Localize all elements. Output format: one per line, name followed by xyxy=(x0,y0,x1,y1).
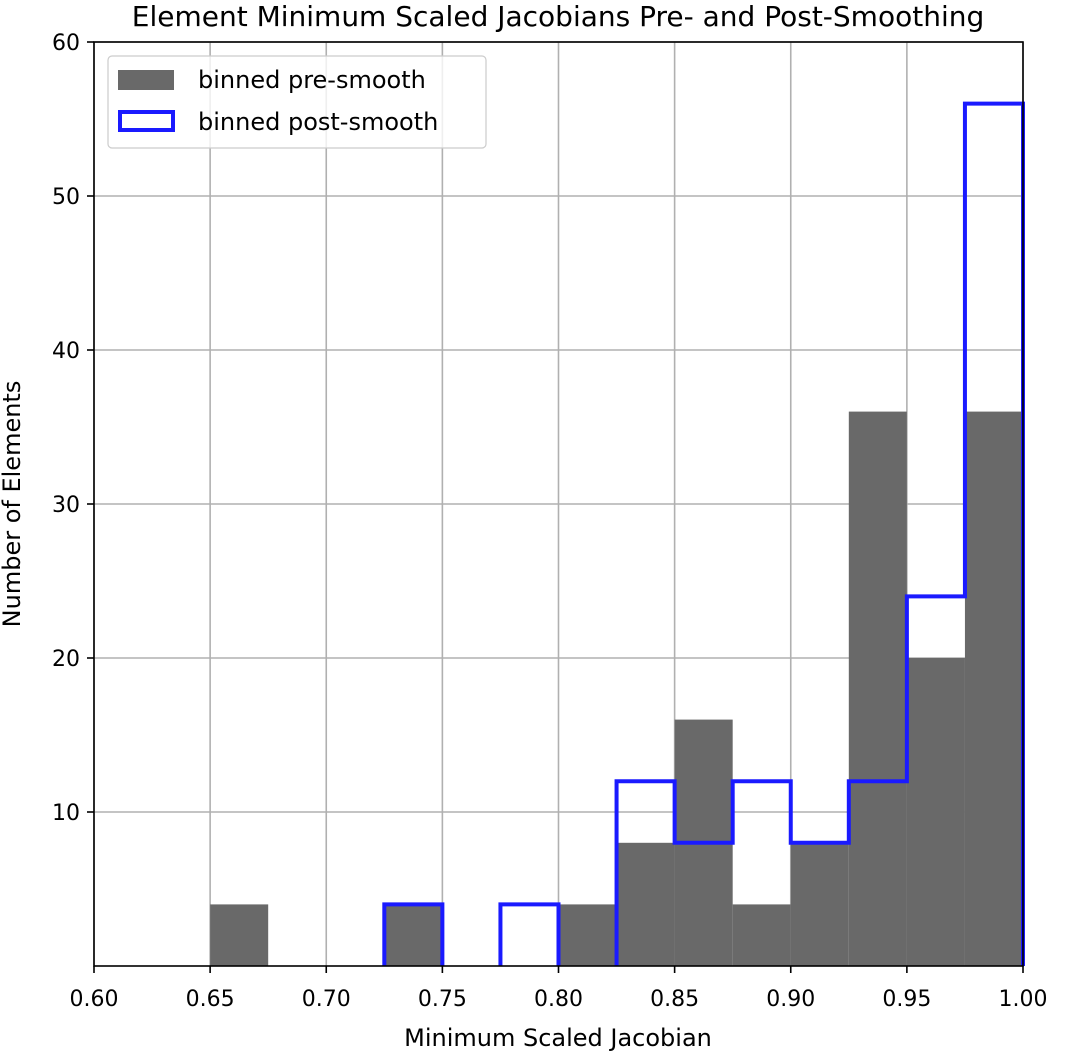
y-tick-label: 60 xyxy=(52,31,80,56)
pre-smooth-bar xyxy=(790,842,849,966)
x-tick-label: 0.70 xyxy=(302,987,351,1012)
x-axis-label: Minimum Scaled Jacobian xyxy=(404,1024,712,1052)
post-smooth-series xyxy=(382,101,1025,966)
legend-label-pre-smooth: binned pre-smooth xyxy=(198,66,426,94)
chart-title: Element Minimum Scaled Jacobians Pre- an… xyxy=(132,0,985,33)
legend: binned pre-smooth binned post-smooth xyxy=(107,55,487,149)
pre-smooth-bar xyxy=(558,904,617,966)
post-smooth-step xyxy=(498,902,561,966)
y-tick-label: 50 xyxy=(52,185,80,210)
x-tick-label: 0.75 xyxy=(418,987,467,1012)
legend-label-post-smooth: binned post-smooth xyxy=(198,108,438,136)
pre-smooth-bar xyxy=(384,904,443,966)
pre-smooth-bars xyxy=(210,411,1023,967)
pre-smooth-bar xyxy=(848,411,907,967)
grid-lines xyxy=(93,41,1024,966)
x-tick-label: 0.80 xyxy=(534,987,583,1012)
y-tick-label: 10 xyxy=(52,801,80,826)
legend-swatch-post-smooth xyxy=(118,110,175,132)
pre-smooth-bar xyxy=(964,411,1023,967)
y-tick-label: 20 xyxy=(52,647,80,672)
pre-smooth-bar xyxy=(210,904,269,966)
axis-ticks: 0.60 0.65 0.70 0.75 0.80 0.85 0.90 0.95 1.00 10 20… xyxy=(52,31,1047,1012)
legend-swatch-pre-smooth xyxy=(118,70,174,90)
x-tick-label: 0.85 xyxy=(650,987,699,1012)
y-tick-label: 40 xyxy=(52,339,80,364)
pre-smooth-bar xyxy=(732,904,791,966)
x-tick-label: 0.60 xyxy=(70,987,119,1012)
pre-smooth-bar xyxy=(906,658,965,966)
y-tick-label: 30 xyxy=(52,493,80,518)
pre-smooth-bar xyxy=(616,842,675,966)
x-tick-label: 0.90 xyxy=(766,987,815,1012)
y-axis-label: Number of Elements xyxy=(0,381,26,628)
x-tick-label: 0.65 xyxy=(186,987,235,1012)
x-tick-label: 0.95 xyxy=(882,987,931,1012)
post-smooth-step xyxy=(614,101,1025,966)
legend-box xyxy=(107,55,487,149)
x-tick-label: 1.00 xyxy=(999,987,1048,1012)
post-smooth-step xyxy=(382,902,445,966)
